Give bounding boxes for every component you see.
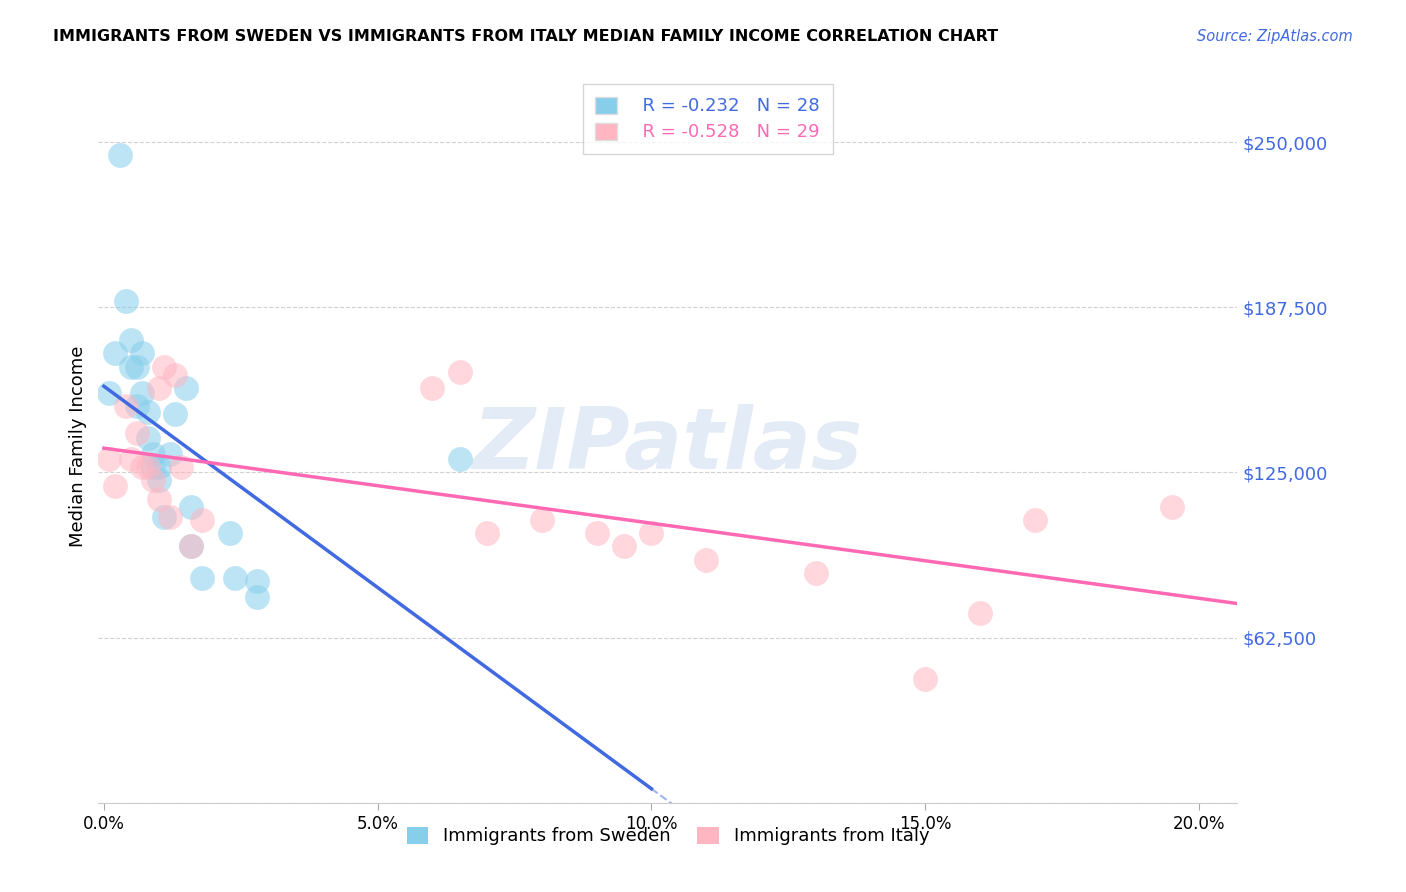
Point [114, 293, 136, 308]
Point [159, 510, 181, 524]
Point [153, 510, 176, 524]
Point [104, 478, 127, 492]
Point [449, 452, 471, 467]
Text: Source: ZipAtlas.com: Source: ZipAtlas.com [1197, 29, 1353, 44]
Point [224, 571, 246, 585]
Point [114, 400, 136, 414]
Point [98, 386, 121, 401]
Point [165, 368, 187, 382]
Point [165, 407, 187, 421]
Point [120, 333, 142, 347]
Point [136, 404, 159, 418]
Point [125, 425, 148, 440]
Point [180, 540, 202, 554]
Point [475, 526, 498, 541]
Point [191, 571, 214, 585]
Point [613, 540, 636, 554]
Point [148, 491, 170, 506]
Point [142, 474, 165, 488]
Point [110, 148, 132, 162]
Point [585, 526, 607, 541]
Point [136, 460, 159, 475]
Point [120, 452, 142, 467]
Point [148, 474, 170, 488]
Point [125, 400, 148, 414]
Legend: Immigrants from Sweden, Immigrants from Italy: Immigrants from Sweden, Immigrants from … [394, 814, 942, 858]
Point [104, 346, 127, 360]
Point [246, 574, 269, 588]
Point [131, 346, 153, 360]
Point [131, 460, 153, 475]
Point [142, 460, 165, 475]
Point [120, 359, 142, 374]
Point [1024, 513, 1046, 527]
Point [142, 447, 165, 461]
Text: ZIPatlas: ZIPatlas [472, 404, 863, 488]
Point [449, 365, 471, 379]
Point [169, 460, 191, 475]
Point [246, 590, 269, 604]
Point [131, 386, 153, 401]
Point [914, 672, 936, 686]
Point [422, 381, 444, 395]
Point [1160, 500, 1182, 514]
Point [180, 500, 202, 514]
Point [174, 381, 197, 395]
Point [804, 566, 827, 580]
Point [180, 540, 202, 554]
Point [98, 452, 121, 467]
Y-axis label: Median Family Income: Median Family Income [69, 345, 87, 547]
Point [969, 606, 991, 620]
Point [695, 552, 717, 566]
Text: IMMIGRANTS FROM SWEDEN VS IMMIGRANTS FROM ITALY MEDIAN FAMILY INCOME CORRELATION: IMMIGRANTS FROM SWEDEN VS IMMIGRANTS FRO… [53, 29, 998, 44]
Point [191, 513, 214, 527]
Point [148, 460, 170, 475]
Point [640, 526, 662, 541]
Point [153, 359, 176, 374]
Point [125, 359, 148, 374]
Point [136, 431, 159, 445]
Point [159, 447, 181, 461]
Point [530, 513, 553, 527]
Point [148, 381, 170, 395]
Point [218, 526, 240, 541]
